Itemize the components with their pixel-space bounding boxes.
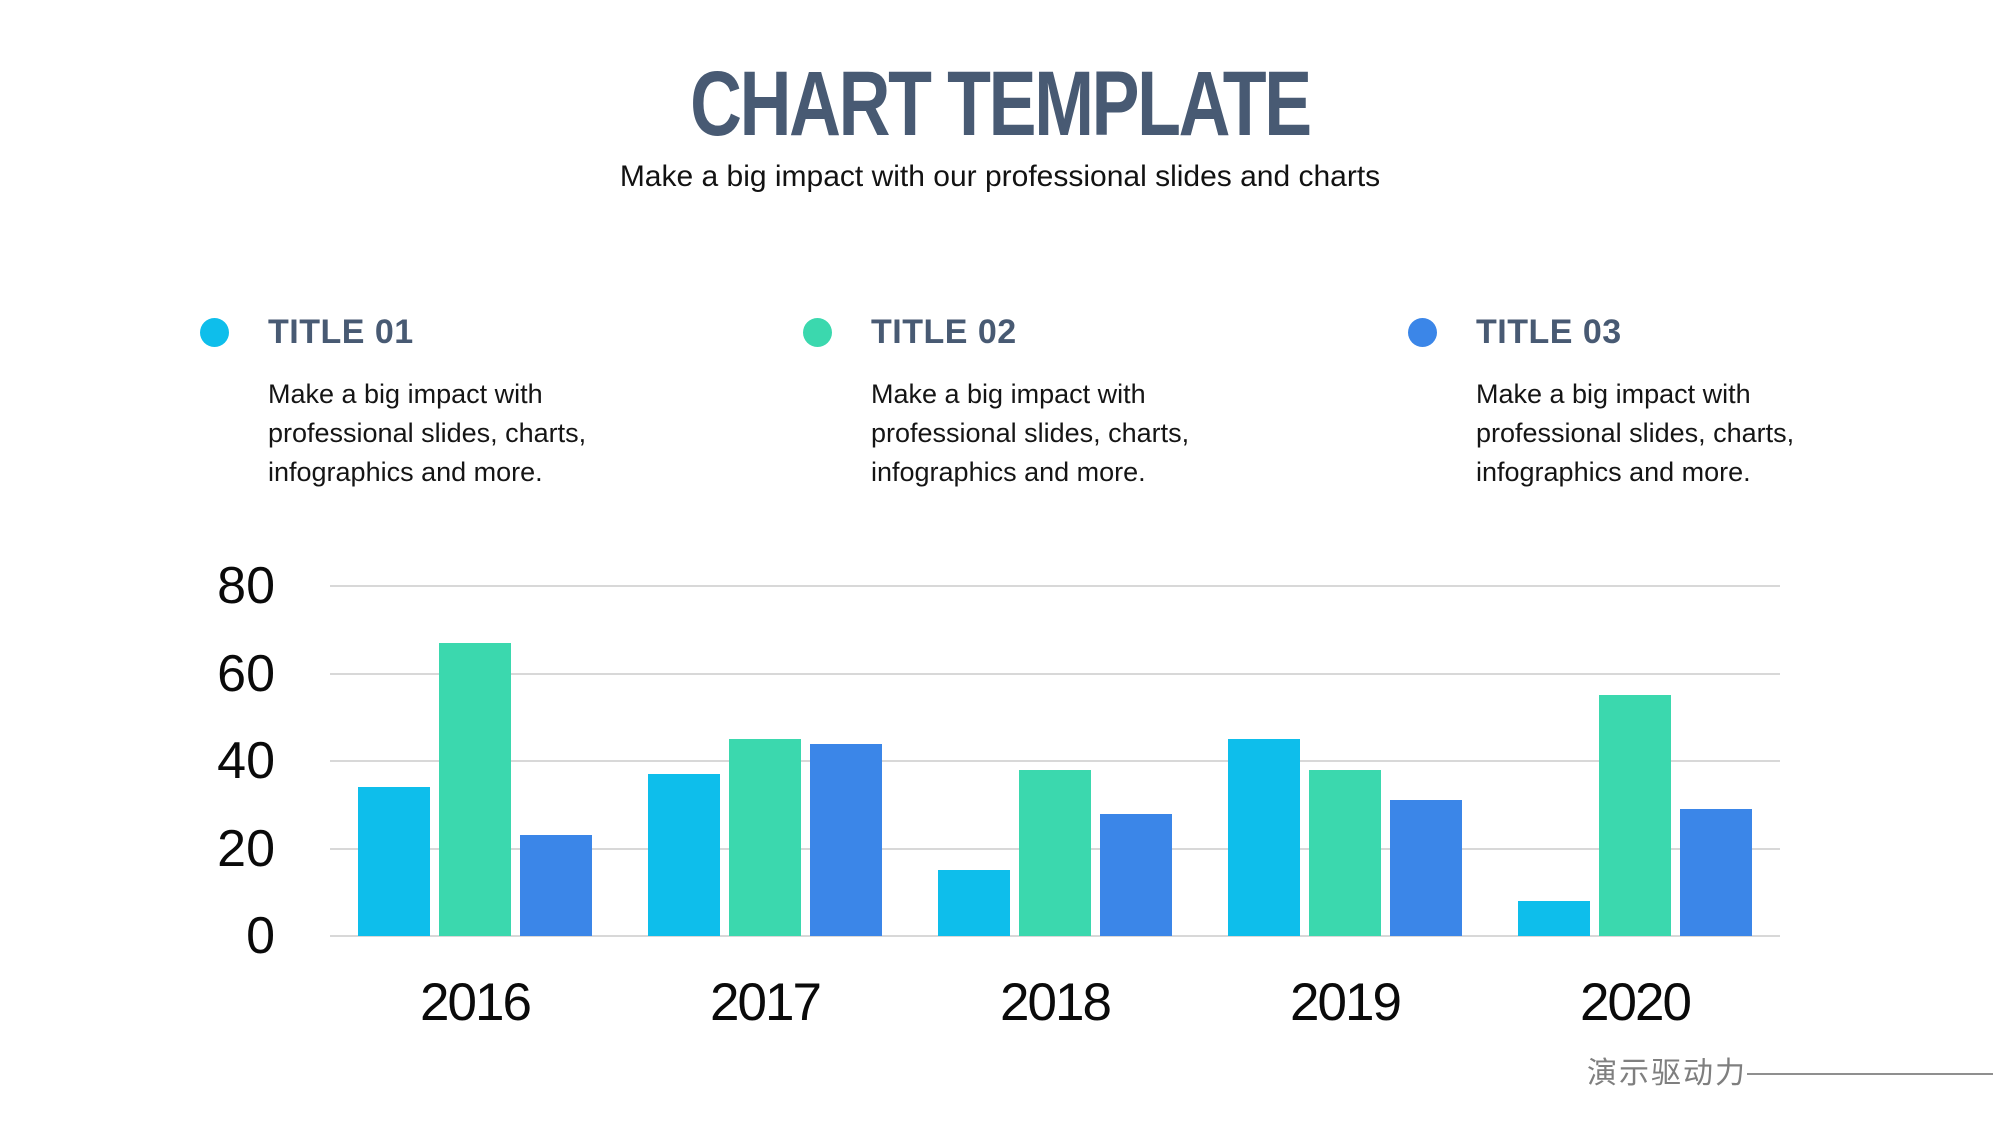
legend-item-1-description: Make a big impact with professional slid… (268, 379, 587, 487)
gridline (330, 935, 1780, 937)
bar-chart (330, 585, 1780, 937)
x-axis-category-label: 2017 (710, 973, 822, 1032)
y-axis-tick-label: 40 (217, 732, 275, 790)
bar-title-03-2016 (520, 835, 592, 936)
legend-item-1: TITLE 01 Make a big impact with professi… (200, 313, 620, 492)
legend-item-1-title: TITLE 01 (268, 312, 414, 351)
legend-dot-icon (1408, 317, 1437, 347)
bar-title-03-2018 (1100, 813, 1172, 936)
legend-item-2: TITLE 02 Make a big impact with professi… (803, 313, 1223, 492)
legend-item-2-header: TITLE 02 (803, 313, 1223, 351)
bar-group-2016 (330, 586, 620, 936)
bar-title-02-2020 (1599, 695, 1671, 936)
bar-title-03-2019 (1390, 800, 1462, 936)
x-axis-category-label: 2016 (420, 973, 532, 1032)
y-axis-tick-label: 80 (217, 557, 275, 615)
y-axis-tick-label: 20 (217, 819, 275, 878)
y-axis: 0 20 40 60 80 (100, 560, 275, 962)
x-axis-category-label: 2018 (1000, 973, 1112, 1032)
watermark-text: 演示驱动力 (1587, 1057, 1747, 1090)
bar-group-2017 (620, 586, 910, 936)
legend-item-3: TITLE 03 Make a big impact with professi… (1408, 313, 1828, 492)
gridline (330, 760, 1780, 762)
bar-title-01-2016 (358, 787, 430, 936)
legend-item-2-description: Make a big impact with professional slid… (871, 379, 1190, 487)
x-axis-category-label: 2019 (1290, 973, 1402, 1032)
bar-title-02-2017 (729, 739, 801, 936)
page-title: CHART TEMPLATE (690, 53, 1312, 155)
footer-divider (1747, 1073, 1993, 1075)
legend-item-3-description: Make a big impact with professional slid… (1476, 379, 1795, 487)
bar-title-01-2020 (1518, 901, 1590, 936)
legend-item-1-header: TITLE 01 (200, 313, 620, 351)
legend-item-3-header: TITLE 03 (1408, 313, 1828, 351)
x-axis: 2016 2017 2018 2019 2020 (330, 972, 1780, 1033)
bar-title-02-2019 (1309, 769, 1381, 936)
bar-group-2018 (910, 586, 1200, 936)
bar-title-03-2017 (810, 743, 882, 936)
legend-dot-icon (803, 317, 832, 347)
bar-group-2019 (1200, 586, 1490, 936)
legend-dot-icon (200, 317, 229, 347)
bar-groups (330, 586, 1780, 936)
page-subtitle: Make a big impact with our professional … (619, 160, 1381, 193)
legend-item-3-title: TITLE 03 (1476, 312, 1622, 351)
y-axis-tick-label: 60 (217, 644, 275, 703)
legend-item-2-title: TITLE 02 (871, 312, 1017, 351)
gridline (330, 672, 1780, 675)
bar-title-02-2016 (439, 642, 511, 936)
gridline (330, 585, 1780, 587)
bar-title-01-2019 (1228, 739, 1300, 936)
bar-title-02-2018 (1019, 769, 1091, 936)
bar-title-01-2017 (648, 774, 720, 936)
bar-title-01-2018 (938, 870, 1010, 936)
bar-title-03-2020 (1680, 809, 1752, 936)
x-axis-category-label: 2020 (1580, 973, 1692, 1032)
bar-group-2020 (1490, 586, 1780, 936)
y-axis-tick-label: 0 (246, 907, 275, 965)
